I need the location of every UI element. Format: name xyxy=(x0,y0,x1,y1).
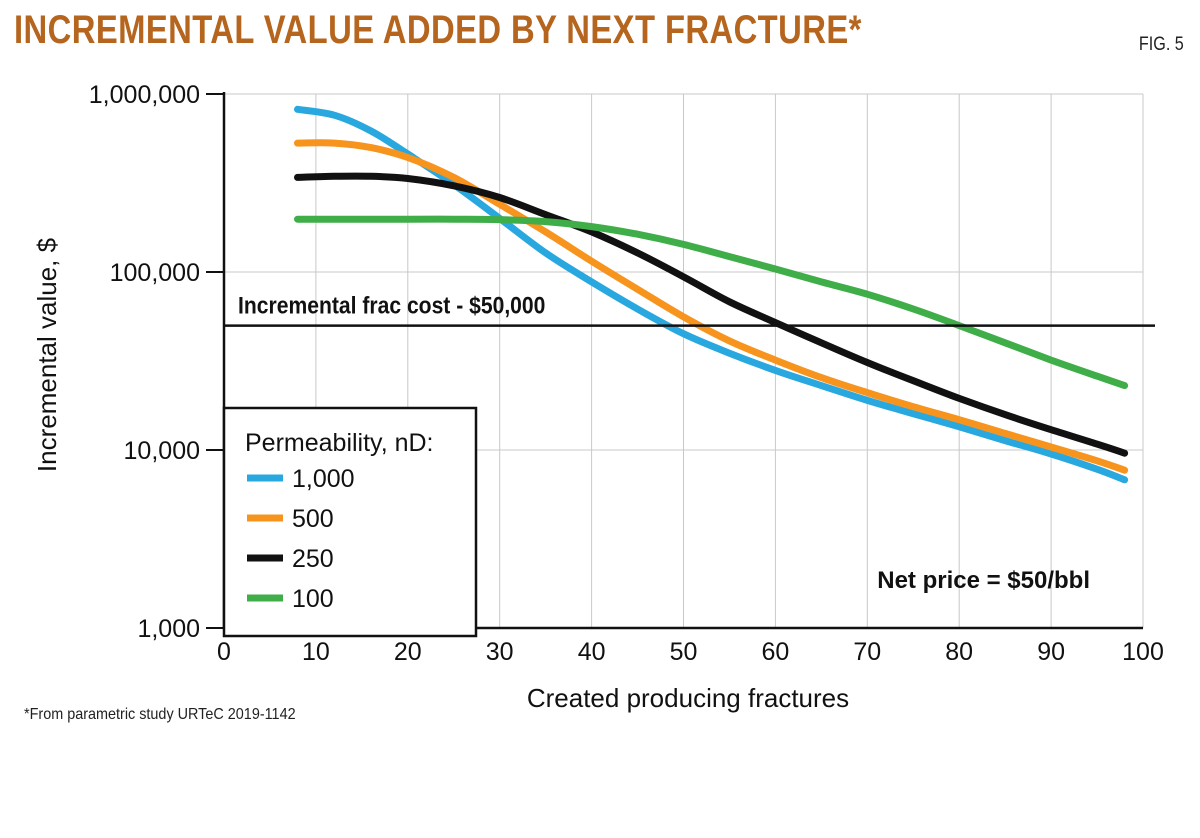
series-line-500 xyxy=(294,139,1129,474)
net-price-annotation: Net price = $50/bbl xyxy=(877,567,1090,594)
legend: Permeability, nD: 1,000 500 250 100 xyxy=(222,406,478,638)
x-tick-label: 40 xyxy=(578,638,606,666)
y-tick-label: 1,000,000 xyxy=(89,81,200,109)
x-tick-label: 30 xyxy=(486,638,514,666)
series-lines xyxy=(294,105,1129,484)
x-tick-label: 70 xyxy=(853,638,881,666)
legend-entry: 1,000 xyxy=(292,465,355,493)
y-tick-label: 100,000 xyxy=(110,259,200,287)
x-tick-label: 20 xyxy=(394,638,422,666)
chart-title: INCREMENTAL VALUE ADDED BY NEXT FRACTURE… xyxy=(14,8,862,52)
legend-title: Permeability, nD: xyxy=(245,429,434,457)
series-line-100 xyxy=(294,215,1129,390)
series-line-250 xyxy=(294,172,1129,457)
x-tick-label: 50 xyxy=(670,638,698,666)
y-axis-label: Incremental value, $ xyxy=(32,237,62,472)
footnote: *From parametric study URTeC 2019-1142 xyxy=(24,706,296,723)
x-axis-label: Created producing fractures xyxy=(527,683,849,713)
reference-line-label: Incremental frac cost - $50,000 xyxy=(238,292,545,319)
x-tick-label: 0 xyxy=(217,638,231,666)
legend-entry: 500 xyxy=(292,505,334,533)
y-tick-label: 1,000 xyxy=(137,615,200,643)
tick-labels: 0 10 20 30 40 50 60 70 80 90 100 1,000 10,000 100,000… xyxy=(89,81,1164,666)
legend-entry: 250 xyxy=(292,545,334,573)
figure-number: FIG. 5 xyxy=(1139,34,1184,55)
legend-entry: 100 xyxy=(292,585,334,613)
reference-line-group: Incremental frac cost - $50,000 xyxy=(224,292,1155,327)
x-tick-label: 80 xyxy=(945,638,973,666)
x-tick-label: 60 xyxy=(761,638,789,666)
x-tick-label: 10 xyxy=(302,638,330,666)
x-tick-label: 100 xyxy=(1122,638,1164,666)
y-tick-label: 10,000 xyxy=(124,437,200,465)
x-tick-label: 90 xyxy=(1037,638,1065,666)
